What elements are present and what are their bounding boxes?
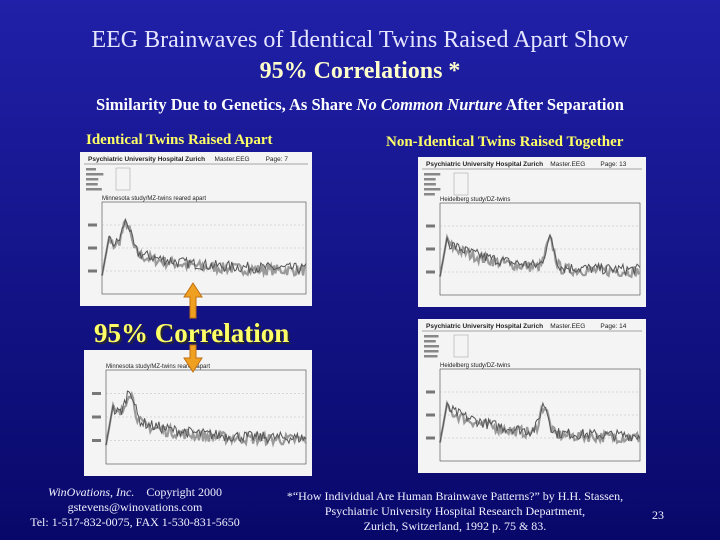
subtitle-part: After Separation bbox=[502, 95, 624, 114]
subtitle-emphasis: No Common Nurture bbox=[356, 95, 503, 114]
footer-ref: *“How Individual Are Human Brainwave Pat… bbox=[287, 489, 623, 503]
footer-ref: Zurich, Switzerland, 1992 p. 75 & 83. bbox=[364, 519, 547, 533]
scan-tick-label bbox=[88, 246, 97, 250]
scan-page: Page: 14 bbox=[600, 323, 626, 330]
scan-info-block bbox=[424, 340, 436, 343]
scan-info-block bbox=[86, 188, 102, 191]
scan-info-block bbox=[424, 350, 439, 353]
scan-tick-label bbox=[426, 224, 435, 228]
scan-header: Psychiatric University Hospital Zurich bbox=[88, 156, 205, 163]
footer-copyright: Copyright 2000 bbox=[146, 485, 222, 499]
scan-trace bbox=[439, 233, 641, 277]
scan-info-block bbox=[86, 183, 98, 186]
scan-study: Minnesota study/MZ-twins reared apart bbox=[102, 196, 206, 202]
scan-info-block bbox=[453, 334, 469, 358]
arrow-up bbox=[183, 282, 203, 319]
callout: 95% Correlation bbox=[94, 318, 289, 348]
scan-info-block bbox=[424, 173, 441, 176]
callout-shadow: 95% Correlation bbox=[96, 320, 291, 350]
scan-info-block bbox=[115, 167, 131, 191]
footer-phone: Tel: 1-517-832-0075, FAX 1-530-831-5650 bbox=[30, 515, 240, 529]
title-line2: 95% Correlations * bbox=[260, 58, 461, 84]
scan-header: Psychiatric University Hospital Zurich bbox=[426, 323, 543, 330]
scan-panel: Psychiatric University Hospital Zurich Ma… bbox=[80, 152, 312, 306]
footer-right: *“How Individual Are Human Brainwave Pat… bbox=[287, 489, 623, 533]
scan-info-block bbox=[424, 183, 436, 186]
footer-company-line: WinOvations, Inc. Copyright 2000 bbox=[48, 485, 222, 499]
scan-study: Minnesota study/MZ-twins reared apart bbox=[106, 364, 210, 370]
scan-info-block bbox=[424, 188, 441, 191]
scan-tick-label bbox=[92, 415, 101, 419]
scan-trace bbox=[439, 401, 641, 443]
footer-company: WinOvations, Inc. bbox=[48, 485, 134, 499]
scan-panel: Psychiatric University Hospital Zurich Ma… bbox=[418, 319, 646, 473]
scan-info-block bbox=[424, 345, 440, 348]
scan-file: Master.EEG bbox=[550, 323, 585, 330]
page-number: 23 bbox=[652, 508, 664, 522]
right-heading: Non-Identical Twins Raised Together bbox=[386, 134, 624, 150]
scan-background bbox=[418, 319, 646, 473]
title-line1: EEG Brainwaves of Identical Twins Raised… bbox=[91, 27, 629, 53]
scan-tick-label bbox=[92, 439, 101, 442]
subtitle-part: Similarity Due to Genetics, As Share bbox=[96, 95, 356, 114]
left-heading: Identical Twins Raised Apart bbox=[86, 132, 273, 148]
subtitle: Similarity Due to Genetics, As Share No … bbox=[96, 95, 624, 114]
scan-info-block bbox=[86, 178, 99, 181]
scan-page: Page: 7 bbox=[266, 156, 289, 163]
scan-trace bbox=[105, 390, 307, 446]
scan-tick-label bbox=[426, 247, 435, 251]
scan-info-block bbox=[424, 355, 438, 358]
scan-info-block bbox=[424, 193, 435, 196]
scan-study: Heidelberg study/DZ-twins bbox=[440, 363, 510, 369]
scan-panel: Minnesota study/MZ-twins reared apart bbox=[84, 350, 312, 476]
scan-background bbox=[80, 152, 312, 306]
footer-email: gstevens@winovations.com bbox=[68, 500, 203, 514]
arrows bbox=[183, 282, 203, 373]
footer-ref: Psychiatric University Hospital Research… bbox=[325, 504, 585, 518]
scan-tick-label bbox=[88, 269, 97, 273]
footer-gap bbox=[134, 485, 146, 499]
scan-tick-label bbox=[426, 390, 435, 394]
scan-info-block bbox=[86, 168, 97, 171]
footer-left: WinOvations, Inc. Copyright 2000 gsteven… bbox=[30, 485, 240, 529]
arrow-down bbox=[183, 344, 203, 373]
scan-tick-label bbox=[92, 392, 101, 395]
scan-study: Heidelberg study/DZ-twins bbox=[440, 197, 510, 203]
scan-page: Page: 13 bbox=[600, 161, 626, 168]
scan-file: Master.EEG bbox=[550, 161, 585, 168]
scan-tick-label bbox=[88, 223, 97, 227]
scan-tick-label bbox=[426, 436, 435, 440]
panels: Psychiatric University Hospital Zurich Ma… bbox=[80, 152, 646, 476]
scan-trace bbox=[101, 218, 307, 276]
scan-info-block bbox=[424, 178, 436, 181]
scan-info-block bbox=[86, 173, 104, 176]
scan-tick-label bbox=[426, 270, 435, 274]
scan-panel: Psychiatric University Hospital Zurich Ma… bbox=[418, 157, 646, 307]
scan-header: Psychiatric University Hospital Zurich bbox=[426, 161, 543, 168]
scan-background bbox=[418, 157, 646, 307]
scan-trace bbox=[100, 218, 307, 279]
scan-tick-label bbox=[426, 413, 435, 417]
scan-info-block bbox=[453, 172, 469, 196]
scan-info-block bbox=[424, 335, 439, 338]
scan-file: Master.EEG bbox=[215, 156, 250, 163]
scan-trace bbox=[438, 233, 641, 279]
